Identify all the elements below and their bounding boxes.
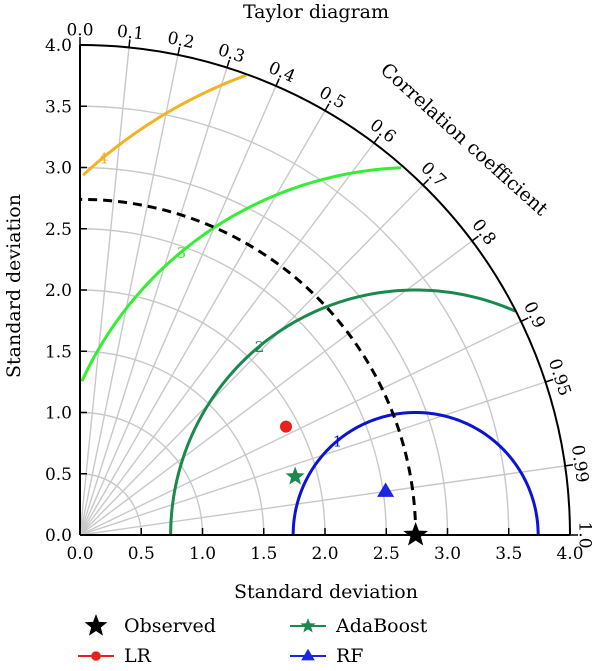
legend-label: AdaBoost	[335, 615, 428, 637]
correlation-tick-label: 0.99	[567, 444, 592, 484]
x-axis-label: Standard deviation	[234, 581, 418, 603]
correlation-tick-mark	[422, 178, 430, 186]
y-tick-label: 1.5	[45, 342, 72, 362]
x-tick-label: 3.0	[434, 544, 461, 564]
y-axis-label: Standard deviation	[3, 194, 25, 378]
correlation-grid-spoke	[79, 110, 326, 536]
correlation-tick-mark	[373, 136, 380, 144]
correlation-tick-label: 0.3	[215, 40, 247, 67]
grid-layer	[79, 47, 566, 536]
rms-contour-label: 2	[255, 338, 265, 356]
x-tick-label: 1.5	[250, 544, 277, 564]
frame-layer	[79, 44, 571, 536]
correlation-grid-spoke	[79, 465, 566, 536]
correlation-tick-label: 1.0	[575, 521, 595, 548]
outer-arc	[79, 44, 571, 536]
x-tick-label: 0.5	[128, 544, 155, 564]
y-tick-label: 3.5	[45, 97, 72, 117]
correlation-tick-mark	[275, 78, 280, 87]
correlation-grid-spoke	[79, 240, 473, 536]
legend-item-lr: LR	[78, 645, 152, 667]
legend-label: RF	[336, 645, 364, 667]
legend: Observed LR AdaBoost RF	[78, 614, 428, 667]
y-tick-label: 0.0	[45, 526, 72, 546]
correlation-tick-mark	[564, 464, 574, 467]
rms-contour-2	[169, 288, 516, 536]
legend-label: LR	[124, 645, 152, 667]
legend-label: Observed	[124, 615, 216, 637]
correlation-grid-spoke	[79, 67, 228, 536]
data-point-lr	[279, 420, 292, 433]
x-tick-label: 1.0	[189, 544, 216, 564]
correlation-tick-mark	[324, 103, 330, 112]
correlation-tick-mark	[177, 46, 181, 56]
rms-contour-label: 4	[99, 149, 109, 167]
correlation-grid-spoke	[79, 184, 424, 536]
reference-std-arc	[79, 197, 418, 536]
correlation-grid-spoke	[79, 381, 546, 536]
correlation-grid-spoke	[79, 54, 179, 536]
chart-title: Taylor diagram	[243, 1, 389, 23]
correlation-tick-label: 0.1	[116, 22, 145, 45]
data-point-observed	[403, 522, 429, 546]
correlation-tick-label: 0.6	[366, 115, 400, 147]
correlation-grid-spoke	[79, 47, 130, 536]
y-tick-label: 3.0	[45, 159, 72, 179]
rms-contour-label: 3	[177, 244, 187, 262]
legend-marker	[84, 614, 108, 636]
y-tick-label: 4.0	[45, 36, 72, 56]
data-point-rf	[377, 482, 395, 497]
correlation-tick-mark	[545, 378, 554, 383]
rms-contour-1	[291, 410, 540, 536]
rms-contour-4	[82, 73, 247, 177]
y-tick-label: 1.0	[45, 404, 72, 424]
x-tick-label: 4.0	[556, 544, 583, 564]
correlation-tick-label: 0.8	[467, 215, 499, 249]
correlation-tick-mark	[471, 235, 479, 242]
correlation-tick-mark	[520, 317, 529, 323]
y-tick-label: 2.0	[45, 281, 72, 301]
x-tick-label: 3.5	[495, 544, 522, 564]
correlation-tick-label: 0.0	[66, 21, 93, 41]
correlation-grid-spoke	[79, 142, 375, 536]
correlation-grid-spoke	[79, 85, 277, 536]
legend-item-adaboost: AdaBoost	[290, 615, 428, 637]
y-tick-label: 2.5	[45, 220, 72, 240]
x-tick-label: 0.0	[66, 544, 93, 564]
legend-item-rf: RF	[290, 645, 364, 667]
std-grid-arc	[79, 105, 510, 536]
x-tick-label: 2.5	[373, 544, 400, 564]
std-grid-arc	[79, 411, 204, 536]
legend-marker	[300, 618, 316, 633]
rms-contour-3	[80, 166, 402, 382]
legend-marker	[91, 651, 101, 661]
rms-contour-label: 1	[333, 433, 343, 451]
correlation-tick-mark	[128, 39, 131, 48]
rms-contour-layer: 1 2 3 4	[79, 73, 540, 536]
std-grid-arc	[79, 228, 387, 536]
marker-layer	[279, 420, 429, 546]
correlation-tick-label: 0.2	[166, 28, 197, 53]
std-grid-arc	[79, 350, 265, 536]
legend-item-observed: Observed	[84, 614, 216, 637]
x-tick-label: 2.0	[311, 544, 338, 564]
std-grid-arc	[79, 166, 449, 536]
y-tick-label: 0.5	[45, 465, 72, 485]
correlation-axis-label: Correlation coefficient	[376, 59, 552, 221]
correlation-grid-spoke	[79, 320, 522, 536]
legend-marker	[301, 648, 315, 661]
correlation-tick-mark	[226, 59, 231, 68]
data-point-adaboost	[285, 466, 305, 485]
